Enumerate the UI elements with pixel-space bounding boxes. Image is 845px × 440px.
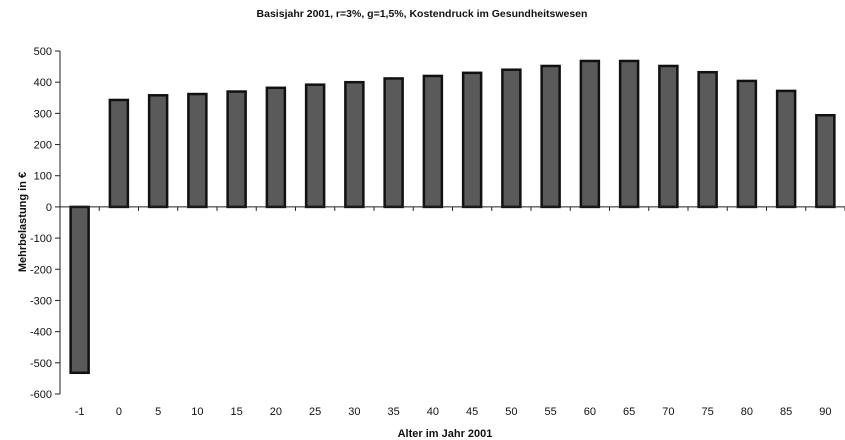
x-tick-label: 0	[116, 406, 122, 418]
x-tick-label: 60	[584, 406, 596, 418]
bar	[461, 71, 483, 209]
bar	[187, 92, 208, 209]
y-tick-label: 100	[34, 171, 52, 183]
x-tick-label: 90	[819, 406, 831, 418]
y-axis: 500 400 300 200 100 0 -100 -200 -300 -400 -500 -600	[30, 46, 61, 401]
bar-series	[69, 59, 836, 375]
x-tick-label: 15	[231, 406, 243, 418]
y-tick-label: -500	[30, 358, 52, 370]
x-axis: -1 0 5 10 15 20 25 30 35 40 45 50 55 60 65 70 75 80 85 90	[59, 206, 845, 418]
y-tick-label: 300	[34, 108, 52, 120]
x-tick-label: 5	[155, 406, 161, 418]
bar	[501, 68, 522, 209]
y-tick-label: 500	[34, 46, 52, 58]
y-axis-label: Mehrbelastung in €	[17, 172, 29, 272]
x-tick-label: 70	[662, 406, 674, 418]
x-tick-label: 55	[545, 406, 557, 418]
y-tick-label: 400	[34, 77, 52, 89]
x-tick-label: 80	[741, 406, 753, 418]
y-tick-label: -400	[30, 327, 52, 339]
bar	[108, 98, 130, 209]
x-tick-label: 30	[348, 406, 360, 418]
bar	[304, 83, 326, 209]
y-tick-label: 200	[34, 140, 52, 152]
x-tick-label: 75	[702, 406, 714, 418]
x-tick-label: 35	[388, 406, 400, 418]
x-tick-label: 25	[309, 406, 321, 418]
x-tick-label: 65	[623, 406, 635, 418]
bar	[383, 77, 404, 209]
y-tick-label: 0	[46, 202, 52, 214]
bar	[697, 70, 718, 209]
bar	[147, 94, 169, 209]
x-tick-label: 85	[780, 406, 792, 418]
x-tick-label: 20	[270, 406, 282, 418]
x-tick-label: 40	[427, 406, 439, 418]
y-tick-label: -300	[30, 295, 52, 307]
bar	[226, 90, 247, 209]
x-tick-label: 45	[466, 406, 478, 418]
bar	[69, 205, 90, 375]
bar	[736, 79, 758, 209]
chart-title: Basisjahr 2001, r=3%, g=1,5%, Kostendruc…	[257, 8, 588, 20]
bar	[579, 59, 601, 209]
bar	[540, 64, 561, 209]
y-tick-label: -600	[30, 389, 52, 401]
x-axis-label: Alter im Jahr 2001	[398, 428, 493, 440]
bar	[815, 113, 836, 209]
y-tick-label: -100	[30, 233, 52, 245]
x-tick-label: 10	[191, 406, 203, 418]
bar	[658, 64, 679, 209]
x-tick-label: -1	[75, 406, 85, 418]
y-tick-label: -200	[30, 264, 52, 276]
bar	[618, 59, 640, 209]
bar	[775, 89, 797, 209]
x-tick-label: 50	[505, 406, 517, 418]
bar	[265, 86, 287, 209]
bar	[344, 80, 365, 209]
bar	[422, 74, 444, 209]
